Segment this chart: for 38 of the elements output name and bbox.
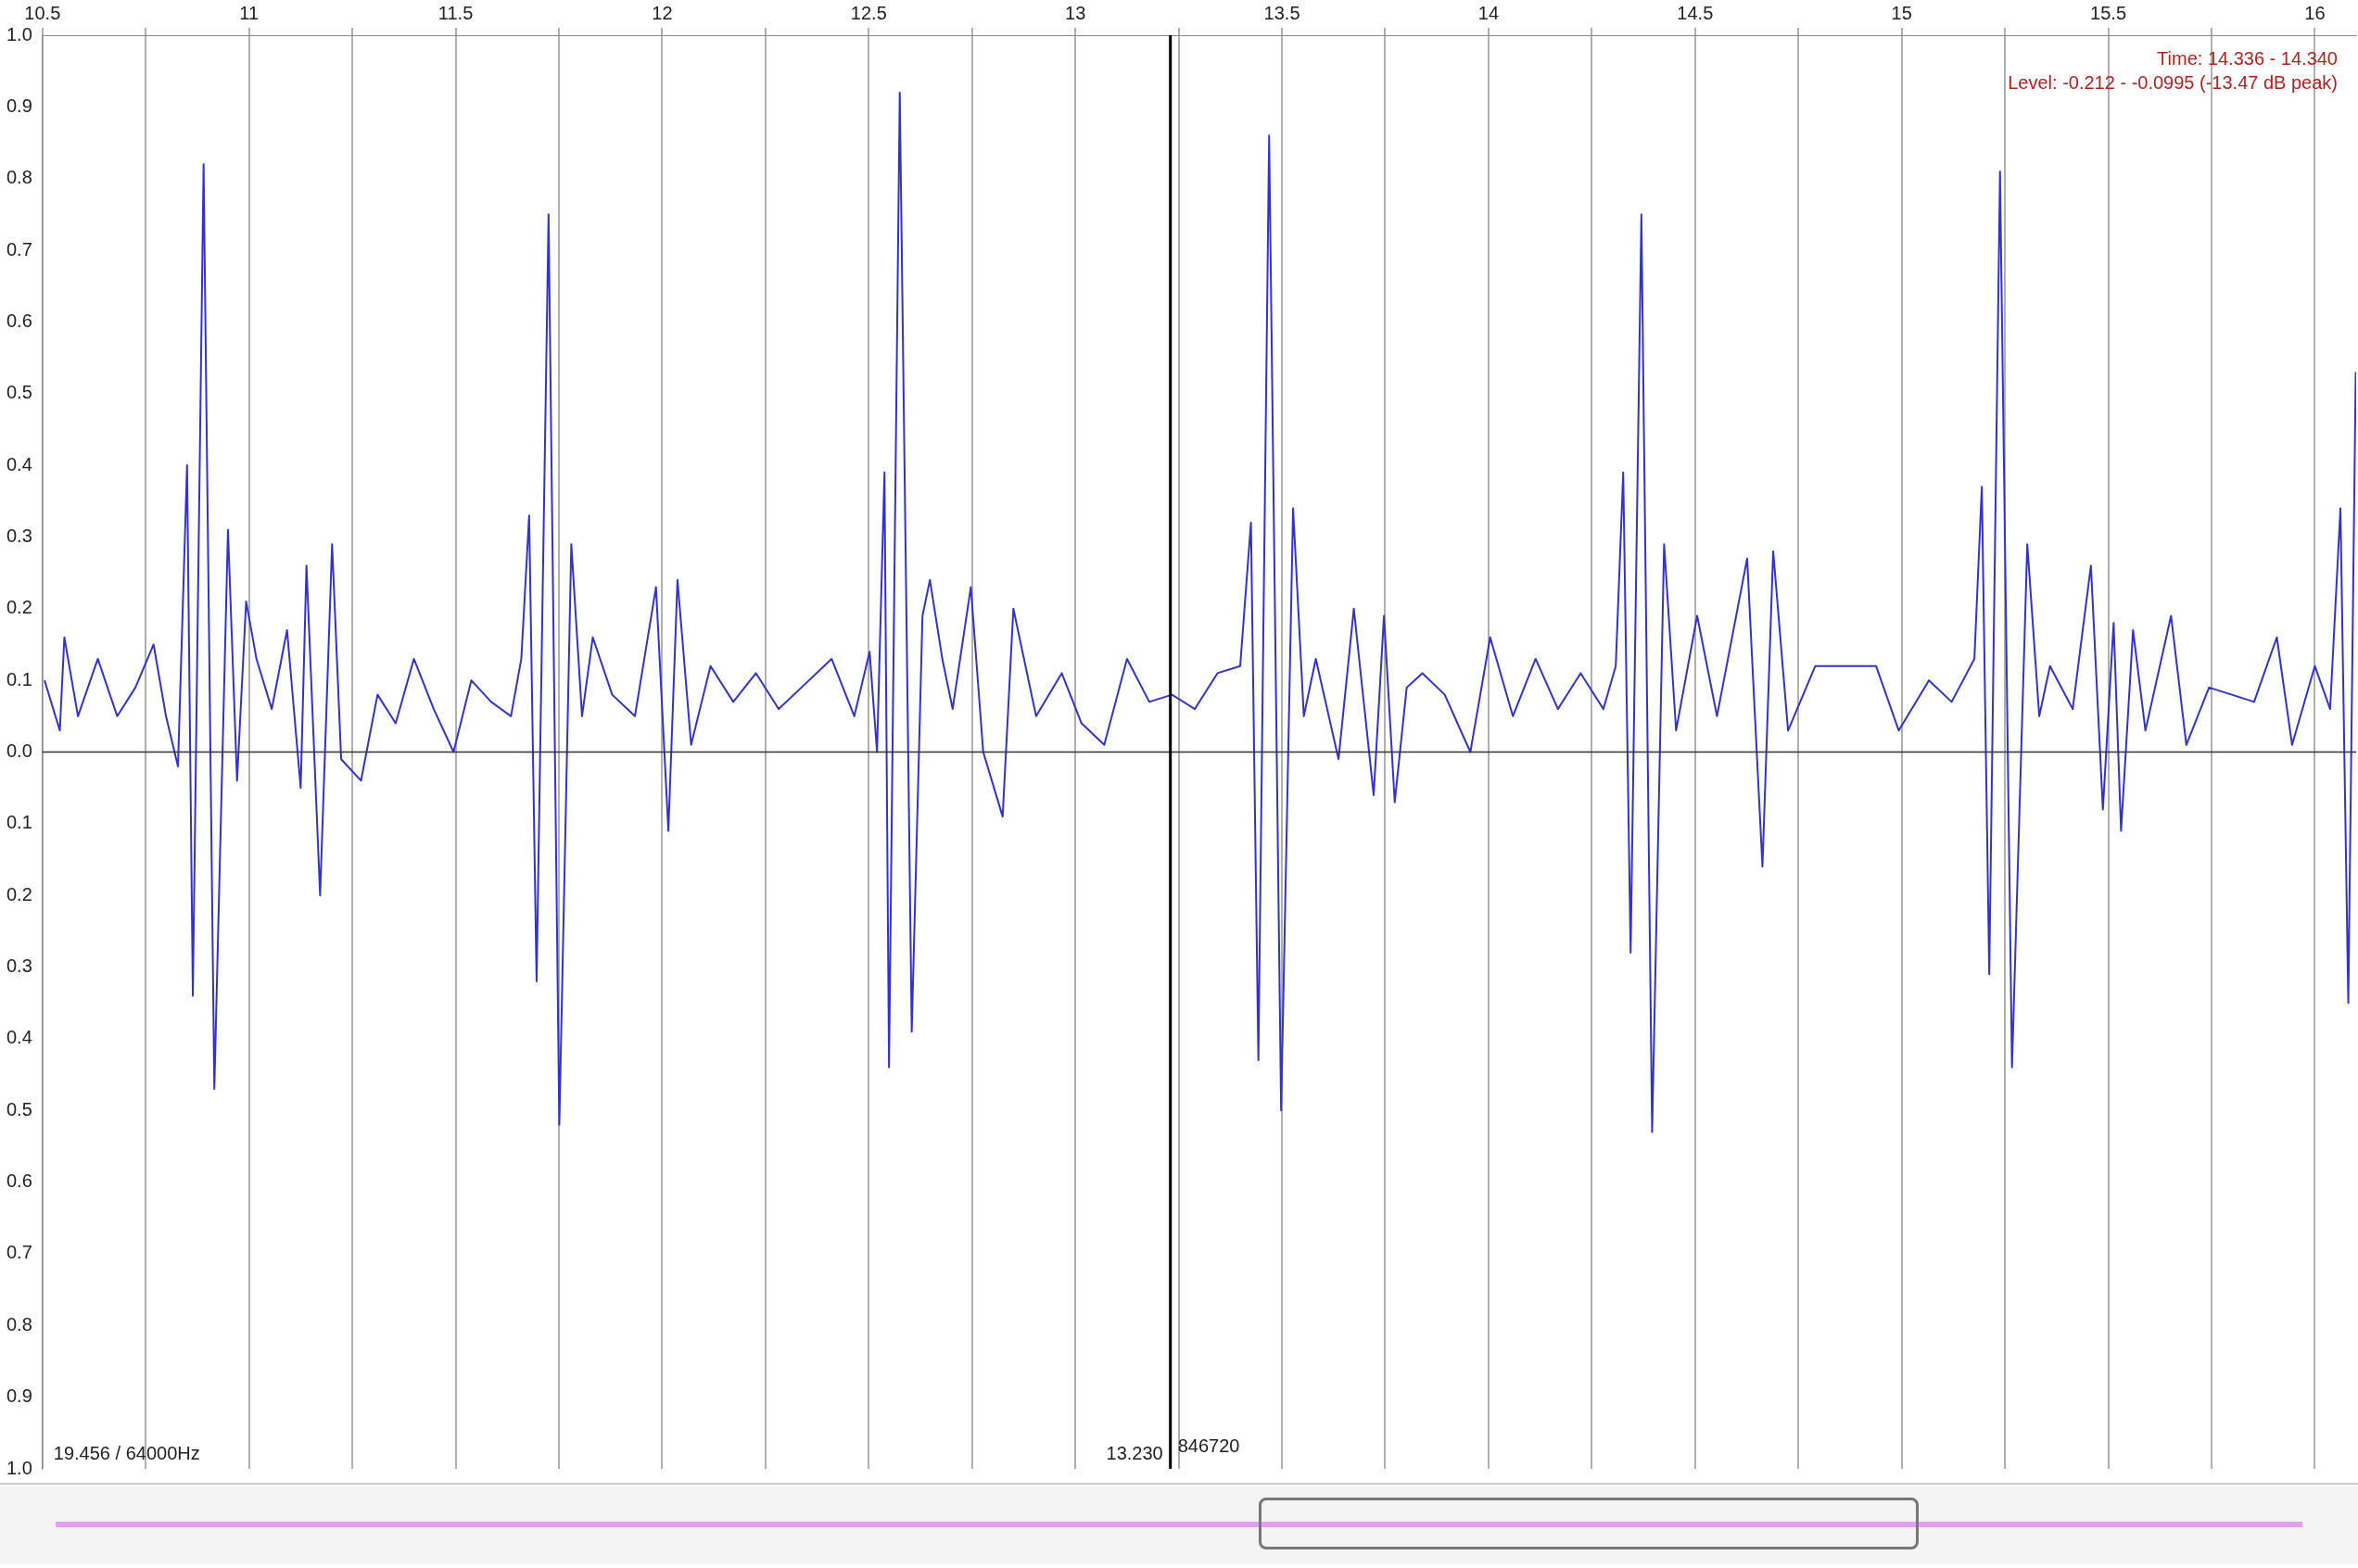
y-tick-label: 0.3 — [6, 525, 32, 546]
x-tick-label: 11.5 — [437, 2, 474, 23]
x-tick-label: 11 — [239, 2, 260, 23]
x-tick-label: 15 — [1891, 2, 1912, 23]
x-tick-label: 14.5 — [1677, 2, 1714, 23]
y-tick-label: 0.4 — [6, 1027, 32, 1048]
annotation: 846720 — [1177, 1435, 1240, 1457]
y-tick-label: 0.8 — [6, 167, 32, 188]
y-tick-label: 0.9 — [6, 95, 32, 116]
x-tick-label: 13 — [1065, 2, 1086, 23]
x-tick-label: 13.5 — [1263, 2, 1300, 23]
y-tick-label: 0.1 — [6, 812, 32, 833]
annotation: 19.456 / 64000Hz — [53, 1442, 200, 1463]
y-tick-label: 1.0 — [6, 23, 32, 44]
x-tick-label: 12 — [652, 2, 673, 23]
x-tick-label: 16 — [2304, 2, 2326, 23]
x-tick-label: 14 — [1477, 2, 1500, 23]
y-tick-label: 1.0 — [6, 1457, 32, 1478]
ref-line-label: 13.230 — [1106, 1442, 1163, 1463]
y-tick-label: 0.0 — [6, 740, 32, 762]
annotation: Time: 14.336 - 14.340 — [2157, 47, 2338, 69]
x-tick-label: 15.5 — [2090, 2, 2127, 23]
x-tick-label: 12.5 — [850, 2, 887, 23]
y-tick-label: 0.6 — [6, 310, 32, 331]
y-tick-label: 0.7 — [6, 1242, 32, 1263]
y-tick-label: 0.9 — [6, 1385, 32, 1407]
y-tick-label: 0.4 — [6, 453, 32, 474]
y-tick-label: 0.8 — [6, 1313, 32, 1334]
y-tick-label: 0.1 — [6, 668, 32, 689]
y-tick-label: 0.5 — [6, 1098, 32, 1119]
y-tick-label: 0.2 — [6, 883, 32, 904]
y-tick-label: 0.5 — [6, 382, 32, 403]
y-tick-label: 0.7 — [6, 238, 32, 259]
y-tick-label: 0.2 — [6, 597, 32, 618]
x-tick-label: 10.5 — [24, 2, 61, 23]
y-tick-label: 0.3 — [6, 955, 32, 977]
y-tick-label: 0.6 — [6, 1170, 32, 1192]
annotation: Level: -0.212 - -0.0995 (-13.47 dB peak) — [2008, 71, 2338, 93]
